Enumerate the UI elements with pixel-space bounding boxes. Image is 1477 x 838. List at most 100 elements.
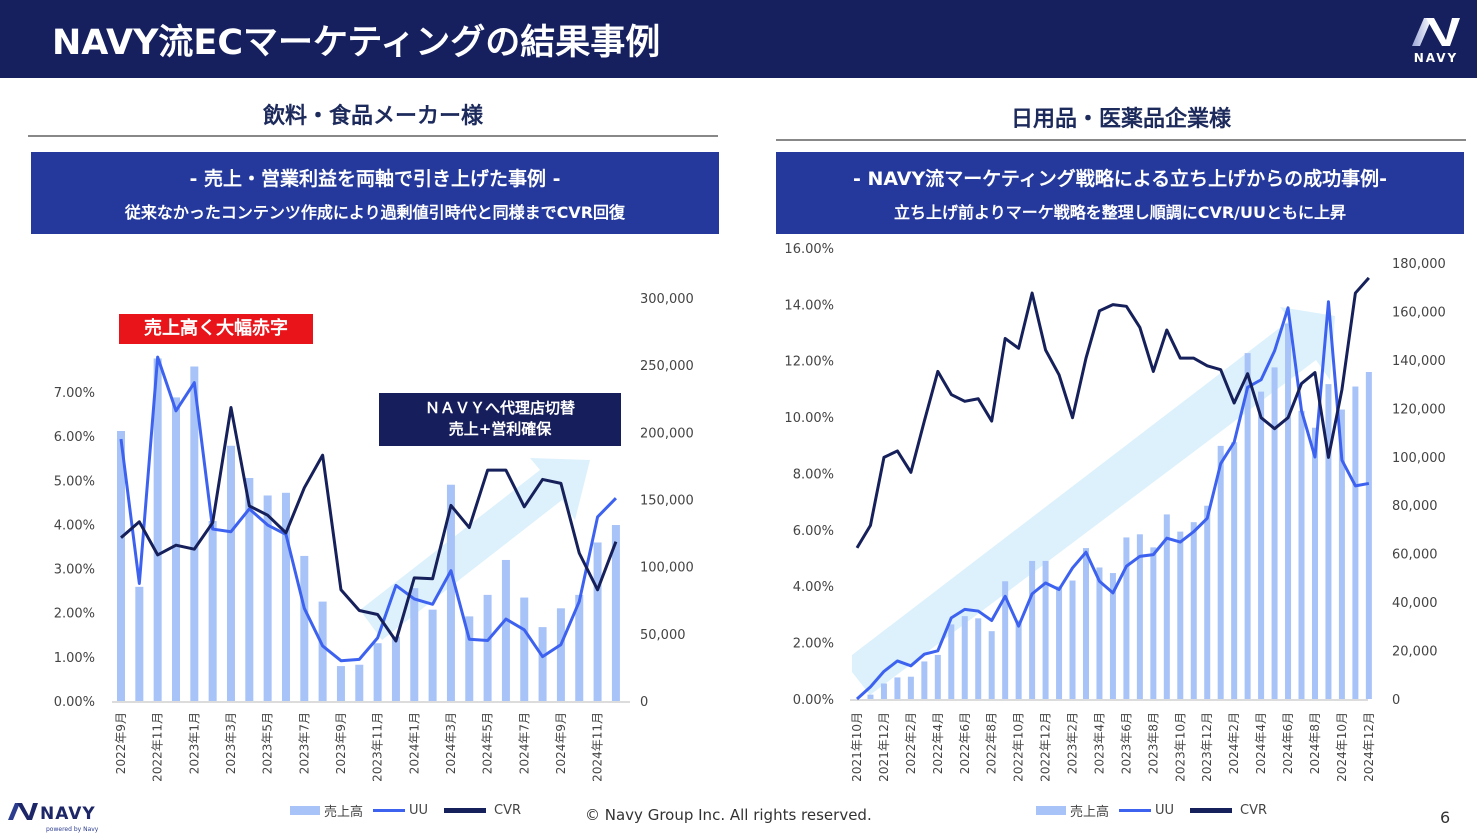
svg-text:powered by Navy: powered by Navy [46,826,99,833]
right-subtitle: 日用品・医薬品企業様 [1010,107,1231,132]
sales-bar [1177,531,1184,699]
y-right-tick-label: 300,000 [640,292,694,307]
sales-bar [153,358,162,701]
sales-bar [520,597,529,701]
sales-bar [1352,386,1359,699]
sales-bar [1056,586,1063,699]
sales-bar [611,525,620,701]
x-tick-label: 2023年1月 [187,712,201,774]
sales-bar [1069,580,1076,699]
x-tick-label: 2021年10月 [850,712,864,782]
sales-bar [934,654,941,699]
y-right-tick-label: 100,000 [640,561,694,576]
sales-bar [483,594,492,701]
y-right-tick-label: 60,000 [1392,548,1438,563]
sales-bar [226,445,235,701]
sales-bar [1096,567,1103,699]
sales-bar [1338,409,1345,699]
x-tick-label: 2024年12月 [1362,712,1376,782]
legend-uu-label: UU [1155,803,1175,818]
svg-text:NAVY: NAVY [1414,51,1459,65]
x-tick-label: 2022年6月 [958,712,972,774]
sales-bar [1325,384,1332,699]
right-band: - NAVY流マーケティング戦略による立ち上げからの成功事例- 立ち上げ前よりマ… [776,152,1464,234]
left-band: - 売上・営業利益を両軸で引き上げた事例 - 従来なかったコンテンツ作成により過… [31,152,719,234]
y-right-tick-label: 250,000 [640,359,694,374]
x-tick-label: 2023年7月 [297,712,311,774]
sales-bar [465,616,474,701]
y-left-tick-label: 2.00% [54,607,95,622]
header-bar: NAVY流ECマーケティングの結果事例 NAVY [0,0,1477,78]
x-tick-label: 2023年5月 [261,712,275,774]
sales-bar [1042,560,1049,699]
sales-bar [921,661,928,699]
sales-bar [446,484,455,701]
x-tick-label: 2024年5月 [481,712,495,774]
sales-bar [1311,427,1318,699]
x-tick-label: 2024年6月 [1281,712,1295,774]
y-right-tick-label: 0 [640,695,648,710]
right-growth-arrow [852,307,1335,695]
y-left-tick-label: 6.00% [54,430,95,445]
svg-text:NAVY: NAVY [40,804,96,824]
x-tick-label: 2024年8月 [1308,712,1322,774]
sales-bar [1271,367,1278,699]
footer-navy-logo: NAVY powered by Navy [8,803,99,833]
x-tick-label: 2022年4月 [931,712,945,774]
legend-uu-swatch [1119,809,1152,812]
sales-bar [428,609,437,701]
sales-bar [410,588,419,701]
x-tick-label: 2024年2月 [1227,712,1241,774]
x-tick-label: 2024年9月 [554,712,568,774]
x-tick-label: 2023年8月 [1146,712,1160,774]
y-right-tick-label: 120,000 [1392,402,1446,417]
sales-bar [961,616,968,699]
sales-bar [1258,391,1265,699]
sales-bar [1365,372,1372,699]
left-band-title: - 売上・営業利益を両軸で引き上げた事例 - [189,168,561,190]
x-tick-label: 2024年10月 [1335,712,1349,782]
sales-bar [1204,505,1211,699]
sales-bar [1217,445,1224,699]
sales-bar [1136,534,1143,699]
right-divider [776,139,1466,141]
y-right-tick-label: 0 [1392,693,1400,708]
legend-uu-label: UU [409,803,429,818]
sales-bar [245,478,254,701]
legend-sales-swatch [290,806,320,815]
sales-bar [1002,581,1009,699]
sales-bar [1082,548,1089,699]
page-number: 6 [1440,808,1451,827]
sales-bar [880,683,887,699]
sales-bar [208,520,217,701]
left-legend: 売上高 UU CVR [290,801,521,820]
sales-bar [1244,353,1251,699]
x-tick-label: 2023年6月 [1119,712,1133,774]
x-tick-label: 2022年9月 [114,712,128,774]
y-right-tick-label: 180,000 [1392,257,1446,272]
legend-cvr-swatch [1190,808,1233,813]
right-band-title: - NAVY流マーケティング戦略による立ち上げからの成功事例- [852,168,1388,190]
sales-bar [281,492,290,701]
sales-bar [318,601,327,701]
x-tick-label: 2023年9月 [334,712,348,774]
y-right-tick-label: 100,000 [1392,451,1446,466]
sales-bar [556,608,565,701]
cvr-line [120,405,618,643]
sales-bar [263,495,272,701]
right-chart: 0.00% 2.00% 4.00% 6.00% 8.00% 10.00% 12.00% 14.… [784,242,1445,782]
sales-bar [1298,410,1305,699]
y-left-tick-label: 2.00% [793,637,834,652]
legend-uu-swatch [373,809,406,812]
x-tick-label: 2022年12月 [1039,712,1053,782]
sales-bar [135,586,144,701]
y-right-tick-label: 140,000 [1392,354,1446,369]
y-left-tick-label: 4.00% [793,580,834,595]
sales-bar [1123,537,1130,699]
legend-sales-swatch [1036,806,1066,815]
legend-sales-label: 売上高 [1070,805,1110,820]
sales-bar [988,631,995,699]
copyright: © Navy Group Inc. All rights reserved. [585,806,872,824]
y-left-tick-label: 8.00% [793,467,834,482]
